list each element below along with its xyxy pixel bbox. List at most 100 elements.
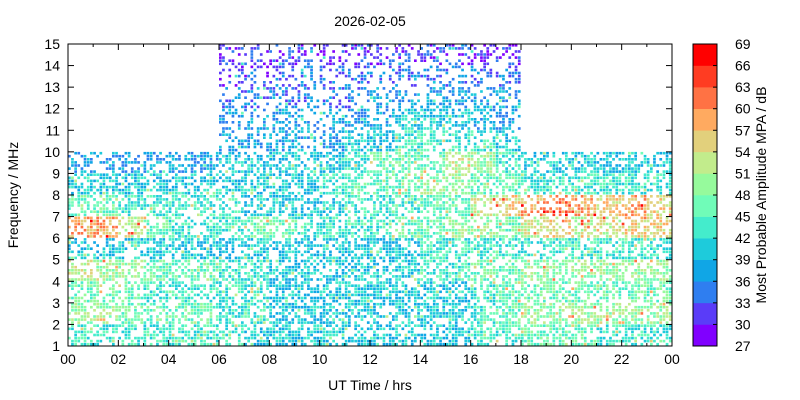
- heatmap-cell: [237, 124, 241, 127]
- heatmap-cell: [102, 327, 106, 331]
- heatmap-cell: [370, 213, 373, 217]
- heatmap-cell: [335, 111, 339, 115]
- heatmap-cell: [247, 315, 250, 318]
- heatmap-cell: [219, 241, 222, 244]
- heatmap-cell: [124, 330, 128, 334]
- heatmap-cell: [278, 296, 282, 300]
- heatmap-cell: [278, 333, 282, 337]
- heatmap-cell: [344, 305, 348, 309]
- heatmap-cell: [348, 68, 351, 72]
- heatmap-cell: [197, 253, 200, 257]
- heatmap-cell: [162, 228, 166, 232]
- heatmap-cell: [152, 299, 156, 303]
- heatmap-cell: [379, 161, 383, 164]
- heatmap-cell: [190, 296, 194, 300]
- heatmap-cell: [357, 342, 361, 346]
- heatmap-cell: [401, 232, 405, 235]
- heatmap-cell: [332, 136, 335, 139]
- heatmap-cell: [297, 265, 301, 269]
- heatmap-cell: [206, 293, 210, 297]
- heatmap-cell: [90, 342, 93, 346]
- heatmap-cell: [341, 327, 345, 331]
- heatmap-cell: [99, 235, 103, 238]
- heatmap-cell: [159, 339, 162, 343]
- heatmap-cell: [241, 222, 244, 226]
- heatmap-cell: [313, 290, 317, 294]
- heatmap-cell: [313, 167, 317, 170]
- heatmap-cell: [410, 219, 414, 223]
- heatmap-cell: [363, 158, 367, 161]
- heatmap-cell: [234, 256, 238, 260]
- heatmap-cell: [376, 93, 379, 96]
- heatmap-cell: [219, 213, 222, 217]
- heatmap-cell: [395, 305, 398, 309]
- heatmap-cell: [285, 93, 288, 96]
- heatmap-cell: [143, 253, 147, 257]
- heatmap-cell: [90, 188, 93, 192]
- heatmap-cell: [303, 296, 307, 300]
- heatmap-cell: [385, 124, 389, 127]
- heatmap-cell: [338, 330, 342, 334]
- heatmap-cell: [212, 269, 216, 272]
- heatmap-cell: [344, 281, 348, 284]
- heatmap-cell: [143, 151, 147, 155]
- heatmap-cell: [410, 321, 414, 324]
- heatmap-cell: [96, 324, 99, 327]
- heatmap-cell: [291, 278, 295, 281]
- heatmap-cell: [127, 191, 131, 195]
- heatmap-cell: [395, 250, 398, 254]
- heatmap-cell: [370, 53, 373, 56]
- heatmap-cell: [417, 312, 420, 315]
- heatmap-cell: [83, 278, 87, 281]
- heatmap-cell: [269, 284, 272, 287]
- heatmap-cell: [219, 118, 222, 121]
- heatmap-cell: [366, 225, 370, 229]
- heatmap-cell: [222, 108, 225, 112]
- heatmap-cell: [156, 253, 159, 257]
- heatmap-cell: [338, 281, 342, 284]
- heatmap-cell: [316, 269, 320, 272]
- heatmap-cell: [121, 198, 125, 201]
- heatmap-cell: [149, 296, 153, 300]
- heatmap-cell: [130, 225, 134, 229]
- heatmap-cell: [74, 318, 77, 321]
- heatmap-cell: [281, 154, 285, 158]
- heatmap-cell: [401, 321, 405, 324]
- heatmap-cell: [171, 253, 175, 257]
- heatmap-cell: [354, 111, 357, 115]
- heatmap-cell: [357, 87, 361, 90]
- heatmap-cell: [74, 225, 77, 229]
- heatmap-cell: [385, 185, 389, 189]
- heatmap-cell: [197, 321, 200, 324]
- heatmap-cell: [99, 201, 103, 204]
- heatmap-cell: [373, 136, 376, 139]
- heatmap-cell: [316, 127, 320, 130]
- heatmap-cell: [398, 305, 401, 309]
- heatmap-cell: [385, 204, 389, 207]
- heatmap-cell: [171, 164, 175, 167]
- heatmap-cell: [275, 299, 279, 303]
- heatmap-cell: [300, 339, 304, 343]
- heatmap-cell: [288, 50, 291, 53]
- heatmap-cell: [115, 272, 118, 275]
- heatmap-cell: [388, 278, 392, 281]
- heatmap-cell: [392, 339, 395, 343]
- heatmap-cell: [74, 151, 77, 155]
- heatmap-cell: [341, 318, 345, 321]
- heatmap-cell: [341, 250, 345, 254]
- heatmap-cell: [269, 342, 272, 346]
- heatmap-cell: [388, 241, 392, 244]
- heatmap-cell: [354, 121, 357, 124]
- heatmap-cell: [209, 164, 213, 167]
- heatmap-cell: [366, 309, 370, 312]
- heatmap-cell: [338, 139, 342, 143]
- heatmap-cell: [124, 247, 128, 250]
- heatmap-cell: [376, 312, 379, 315]
- heatmap-cell: [108, 198, 112, 201]
- heatmap-cell: [316, 210, 320, 213]
- heatmap-cell: [326, 62, 329, 66]
- heatmap-cell: [222, 309, 225, 312]
- heatmap-cell: [231, 296, 235, 300]
- heatmap-cell: [329, 133, 332, 136]
- heatmap-cell: [168, 207, 172, 210]
